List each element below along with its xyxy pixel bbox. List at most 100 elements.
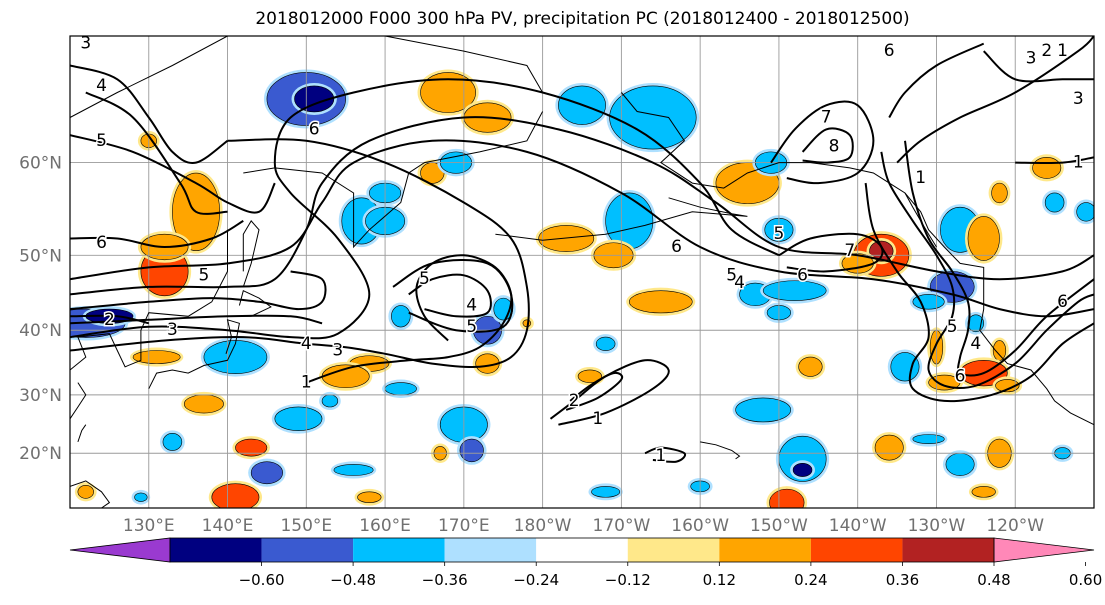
pc-blob-54 — [874, 434, 904, 461]
lat-tick-label-1: 30°N — [19, 386, 62, 406]
lon-tick-label-3: 160°E — [359, 516, 411, 536]
contour-label-1: 4 — [96, 76, 107, 96]
colorbar-bin-6 — [627, 538, 720, 562]
pc-blob-1 — [294, 85, 335, 113]
pc-blob-78 — [162, 433, 183, 451]
lon-tick-label-7: 160°W — [671, 516, 729, 536]
coastline-11 — [700, 441, 741, 460]
contour-label-16: 6 — [671, 237, 682, 257]
contour-label-11: 5 — [419, 269, 430, 289]
pc-blob-62 — [769, 488, 805, 508]
pc-blob-49 — [995, 379, 1020, 393]
lon-tick-label-4: 170°E — [438, 516, 490, 536]
coastline-3 — [148, 319, 240, 389]
contour-label-15: 1 — [592, 409, 603, 429]
contour-label-12: 4 — [466, 295, 477, 315]
contour-label-32: 5 — [947, 317, 958, 337]
pc-blob-43 — [1076, 202, 1094, 222]
coastline-8 — [70, 480, 111, 508]
pc-blob-20 — [391, 305, 411, 328]
pc-blob-74 — [333, 464, 374, 476]
pc-blob-40 — [967, 216, 1000, 261]
contour-label-23: 8 — [829, 136, 840, 156]
contour-label-9: 1 — [301, 373, 312, 393]
colorbar-bin-7 — [719, 538, 811, 562]
pc-blob-10 — [132, 350, 181, 364]
pc-blob-64 — [591, 486, 621, 498]
pc-blob-69 — [459, 438, 484, 463]
pc-blob-79 — [211, 483, 260, 508]
axis-tick-labels: 130°E 140°E 150°E 160°E 170°E 180°W 170°W 160°W… — [19, 154, 1044, 536]
lat-tick-label-0: 20°N — [19, 444, 62, 464]
pv-contour-6-4 — [70, 139, 1094, 318]
pc-blob-82 — [357, 491, 382, 503]
lon-tick-label-0: 130°E — [123, 516, 175, 536]
pc-blob-58 — [971, 486, 996, 498]
colorbar-tick-label-3: −0.24 — [513, 571, 559, 589]
colorbar-tick-label-8: 0.48 — [977, 571, 1010, 589]
contour-label-34: 6 — [955, 366, 966, 386]
pc-blob-55 — [912, 434, 945, 444]
pc-blob-80 — [134, 492, 148, 502]
contour-label-35: 1 — [655, 446, 666, 466]
contour-label-19: 5 — [774, 224, 785, 244]
pc-blob-65 — [595, 336, 616, 351]
contour-label-5: 2 — [104, 310, 115, 330]
contour-label-3: 6 — [96, 233, 107, 253]
contour-label-24: 6 — [884, 41, 895, 61]
contour-label-4: 5 — [198, 265, 209, 285]
pc-blob-2 — [609, 85, 697, 150]
colorbar-tick-label-0: −0.60 — [239, 571, 285, 589]
contour-label-7: 4 — [301, 334, 312, 354]
contour-label-8: 3 — [332, 340, 343, 360]
colorbar-tick-label-9: 0.60 — [1069, 571, 1102, 589]
pv-contour-5-15 — [864, 182, 1094, 403]
colorbar-bin-5 — [536, 538, 628, 562]
contour-label-2: 5 — [96, 131, 107, 151]
lon-tick-label-1: 140°E — [202, 516, 254, 536]
pv-contour-6-11 — [896, 36, 1094, 164]
contour-label-30: 1 — [1073, 153, 1084, 173]
contour-label-28: 1 — [1057, 41, 1068, 61]
pc-blob-61 — [792, 463, 813, 477]
precip-pc-shading — [70, 69, 1094, 508]
colorbar-tick-label-5: 0.12 — [703, 571, 736, 589]
colorbar-bin-8 — [810, 538, 903, 562]
pc-blob-24 — [538, 225, 595, 252]
lon-tick-label-2: 150°E — [280, 516, 332, 536]
pc-blob-51 — [890, 352, 920, 382]
pc-blob-70 — [384, 382, 417, 396]
contour-label-25: 1 — [915, 168, 926, 188]
coastline-5 — [242, 220, 260, 288]
pc-blob-75 — [250, 461, 283, 485]
pv-contour-1-7 — [549, 359, 670, 426]
pc-blob-31 — [762, 280, 827, 301]
contour-label-14: 2 — [569, 391, 580, 411]
contour-label-33: 4 — [970, 334, 981, 354]
contour-label-21: 7 — [844, 241, 855, 261]
pc-blob-44 — [991, 182, 1008, 204]
pv-contour-5-9 — [408, 273, 492, 318]
pc-blob-66 — [577, 369, 602, 383]
colorbar-tick-label-2: −0.36 — [422, 571, 468, 589]
pc-blob-76 — [235, 438, 268, 457]
pv-contour-4-10 — [392, 258, 514, 333]
pc-blob-73 — [321, 394, 339, 408]
contour-label-29: 3 — [1073, 89, 1084, 109]
pv-contour-5-22 — [70, 134, 276, 214]
coastline-10 — [495, 197, 748, 241]
map-frame — [69, 35, 1095, 509]
coastline-7 — [77, 424, 87, 443]
pv-contour-5-13 — [880, 151, 1094, 390]
pc-blob-41 — [1032, 156, 1062, 179]
contour-label-17: 5 — [726, 265, 737, 285]
pc-blob-4 — [420, 72, 476, 113]
pv-contour-6-12 — [888, 42, 985, 119]
pv-contour-5-14 — [904, 140, 1094, 377]
pv-contour-1-26 — [1015, 156, 1094, 164]
colorbar-tick-label-1: −0.48 — [330, 571, 376, 589]
colorbar-extend-high — [993, 537, 1095, 563]
contour-label-20: 6 — [797, 265, 808, 285]
